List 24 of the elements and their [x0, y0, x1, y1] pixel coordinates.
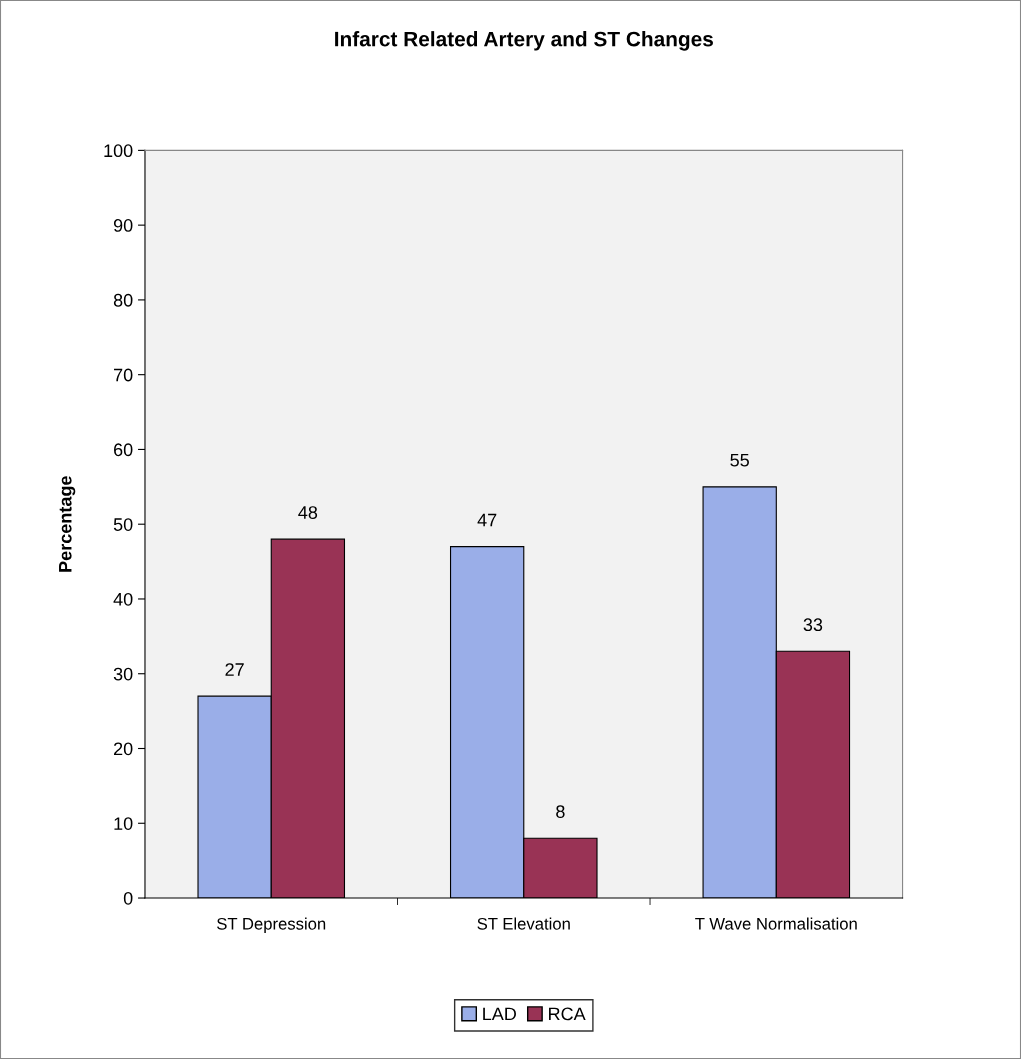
y-tick-label: 40: [113, 592, 133, 606]
chart-title: Infarct Related Artery and ST Changes: [335, 31, 713, 51]
x-tick-label: ST Depression: [217, 917, 326, 934]
x-tick-label: T Wave Normalisation: [695, 917, 857, 930]
y-tick-label: 10: [114, 817, 133, 830]
data-label: 27: [225, 663, 244, 676]
data-label: 33: [803, 618, 823, 632]
legend-label: LAD: [483, 1007, 516, 1021]
y-tick-label: 60: [114, 443, 133, 457]
x-tick-label: ST Elevation: [477, 917, 570, 930]
y-tick-label: 70: [114, 368, 133, 382]
data-label: 48: [298, 506, 318, 519]
legend-label: RCA: [549, 1007, 586, 1021]
data-label: 55: [730, 453, 749, 467]
y-tick-label: 20: [114, 742, 133, 756]
y-tick-label: 90: [113, 219, 133, 232]
data-label: 8: [556, 805, 565, 818]
y-tick-label: 80: [113, 293, 133, 307]
data-label: 47: [477, 513, 497, 527]
y-tick-label: 50: [113, 518, 133, 531]
y-tick-label: 0: [123, 891, 133, 905]
y-axis-title: Percentage: [59, 476, 76, 572]
y-tick-label: 100: [104, 144, 133, 158]
y-tick-label: 30: [113, 667, 133, 681]
